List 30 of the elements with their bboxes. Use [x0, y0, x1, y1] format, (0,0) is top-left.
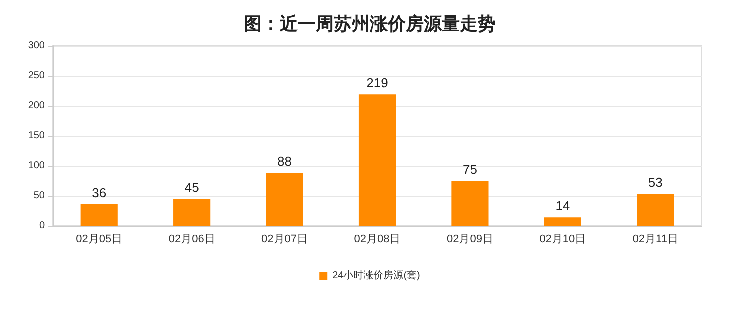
x-tick-label: 02月11日 — [632, 234, 678, 246]
y-tick-label: 0 — [39, 220, 46, 232]
x-tick-label: 02月09日 — [446, 234, 494, 246]
data-label: 88 — [278, 154, 292, 170]
bar — [544, 218, 582, 226]
data-label: 14 — [556, 198, 570, 214]
chart-title: 图：近一周苏州涨价房源量走势 — [244, 14, 496, 34]
x-tick-label: 02月06日 — [168, 234, 216, 246]
bar — [174, 199, 211, 226]
y-tick-label: 200 — [28, 100, 46, 112]
y-tick-label: 50 — [34, 190, 46, 202]
data-label: 53 — [648, 175, 663, 190]
bar — [358, 94, 396, 226]
y-tick-label: 100 — [28, 160, 46, 172]
x-tick-label: 02月08日 — [354, 234, 401, 246]
data-label: 36 — [92, 185, 107, 200]
x-tick-label: 02月07日 — [262, 234, 308, 246]
y-tick-label: 250 — [28, 70, 46, 82]
x-tick-label: 02月05日 — [76, 234, 123, 246]
data-label: 219 — [366, 76, 388, 91]
bar — [637, 194, 674, 226]
y-tick-label: 300 — [28, 40, 46, 52]
bar — [452, 181, 489, 226]
y-tick-label: 150 — [28, 130, 46, 142]
legend-label: 24小时涨价房源(套) — [332, 270, 420, 282]
bar — [80, 204, 118, 226]
bar — [266, 173, 304, 226]
data-label: 45 — [184, 180, 200, 195]
x-tick-label: 02月10日 — [540, 234, 586, 246]
data-label: 75 — [462, 162, 478, 177]
